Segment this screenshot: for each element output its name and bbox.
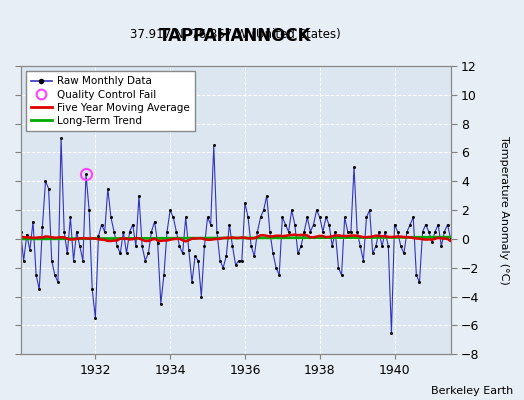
Title: TAPPAHANNOCK: TAPPAHANNOCK [159,27,312,45]
Text: 37.917 N, 76.867 W (United States): 37.917 N, 76.867 W (United States) [130,28,341,41]
Legend: Raw Monthly Data, Quality Control Fail, Five Year Moving Average, Long-Term Tren: Raw Monthly Data, Quality Control Fail, … [26,71,195,131]
Y-axis label: Temperature Anomaly (°C): Temperature Anomaly (°C) [499,136,509,284]
Text: Berkeley Earth: Berkeley Earth [431,386,514,396]
